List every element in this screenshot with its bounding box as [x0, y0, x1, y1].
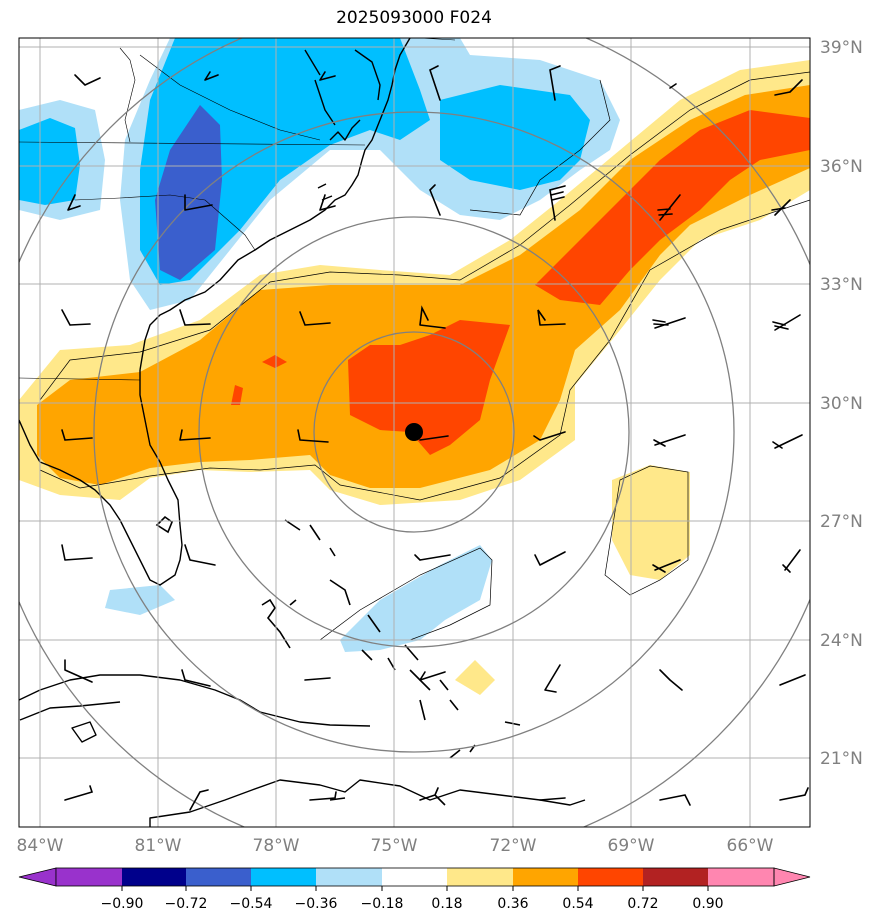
- colorbar: −0.90 −0.72 −0.54 −0.36 −0.18 0.18 0.36 …: [18, 867, 811, 912]
- colorbar-tick-labels: −0.90 −0.72 −0.54 −0.36 −0.18 0.18 0.36 …: [101, 896, 724, 912]
- lat-label: 21°N: [820, 749, 863, 769]
- colorbar-tick-label: 0.90: [692, 896, 723, 912]
- colorbar-bin: [316, 868, 382, 886]
- contour-lines: [39, 71, 810, 641]
- range-rings: [19, 38, 810, 827]
- lon-label: 78°W: [253, 836, 300, 856]
- colorbar-bin: [251, 868, 316, 886]
- shading-orange: [37, 85, 810, 488]
- colorbar-tick-label: −0.90: [101, 896, 144, 912]
- map-title: 2025093000 F024: [336, 8, 492, 28]
- lon-labels: 84°W 81°W 78°W 75°W 72°W 69°W 66°W: [17, 836, 774, 856]
- colorbar-bin: [643, 868, 708, 886]
- colorbar-bin: [513, 868, 578, 886]
- lat-label: 30°N: [820, 394, 863, 414]
- lon-label: 75°W: [371, 836, 418, 856]
- lon-label: 84°W: [17, 836, 64, 856]
- colorbar-bin: [578, 868, 643, 886]
- lon-label: 72°W: [490, 836, 537, 856]
- map-area: [19, 38, 810, 827]
- colorbar-tick-label: −0.72: [165, 896, 208, 912]
- colorbar-tick-label: 0.36: [497, 896, 528, 912]
- coastlines: [19, 38, 586, 827]
- lat-label: 24°N: [820, 631, 863, 651]
- colorbar-tick-label: 0.72: [627, 896, 658, 912]
- lat-labels: 39°N 36°N 33°N 30°N 27°N 24°N 21°N: [820, 38, 863, 769]
- colorbar-ticks: [121, 886, 709, 891]
- storm-center-marker: [405, 423, 423, 441]
- colorbar-bin: [122, 868, 186, 886]
- lat-label: 27°N: [820, 512, 863, 532]
- colorbar-extend-low: [18, 867, 57, 887]
- shading-red-orange: [231, 110, 810, 455]
- lat-label: 33°N: [820, 275, 863, 295]
- colorbar-tick-label: −0.54: [230, 896, 273, 912]
- lat-label: 36°N: [820, 157, 863, 177]
- colorbar-bin: [382, 868, 447, 886]
- shading-dark-blue: [155, 105, 222, 280]
- lon-label: 66°W: [727, 836, 774, 856]
- colorbar-bin: [186, 868, 251, 886]
- gridlines: [19, 38, 810, 827]
- colorbar-bin: [708, 868, 774, 886]
- islands: [155, 515, 521, 806]
- colorbar-tick-label: 0.54: [562, 896, 593, 912]
- lon-label: 69°W: [608, 836, 655, 856]
- colorbar-tick-label: −0.18: [361, 896, 404, 912]
- lat-label: 39°N: [820, 38, 863, 58]
- wind-barbs: [61, 65, 809, 811]
- colorbar-extend-high: [773, 867, 811, 887]
- colorbar-tick-label: −0.36: [295, 896, 338, 912]
- lon-label: 81°W: [135, 836, 182, 856]
- borders: [19, 38, 456, 381]
- colorbar-bin: [56, 868, 122, 886]
- colorbar-frame: [55, 867, 775, 887]
- colorbar-tick-label: 0.18: [431, 896, 462, 912]
- map-frame: [18, 37, 811, 828]
- colorbar-bin: [447, 868, 513, 886]
